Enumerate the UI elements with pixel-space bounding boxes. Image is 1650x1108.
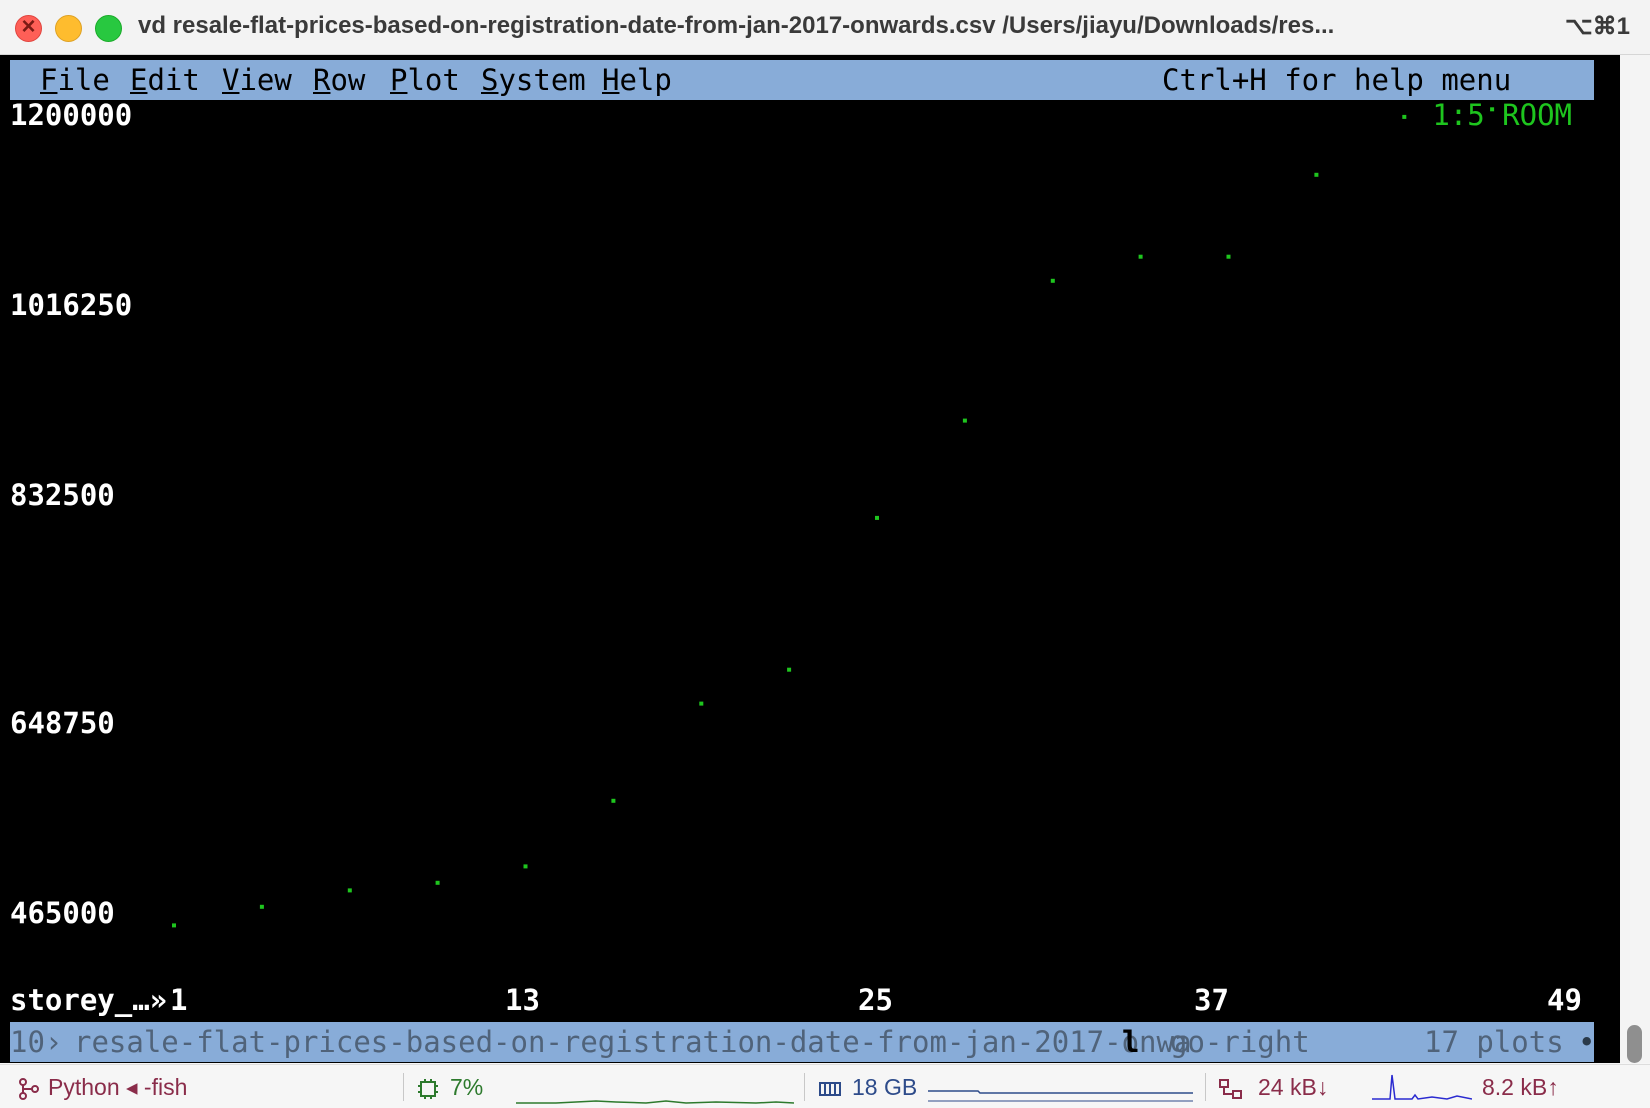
divider — [1205, 1073, 1206, 1101]
menu-row[interactable]: Row — [313, 63, 366, 97]
y-tick-label: 1200000 — [10, 98, 133, 132]
branch-icon — [18, 1065, 40, 1108]
last-keystroke: l — [1122, 1025, 1140, 1059]
y-tick-label: 648750 — [10, 706, 115, 740]
scatter-point — [172, 923, 176, 928]
title-bar[interactable]: vd resale-flat-prices-based-on-registrat… — [0, 0, 1650, 55]
cpu-sparkline — [516, 1075, 795, 1108]
network-icon — [1218, 1065, 1244, 1108]
close-window-button[interactable] — [15, 13, 42, 42]
memory-usage: 18 GB — [852, 1074, 918, 1100]
plot-legend[interactable]: 1:5 ROOM — [1432, 98, 1572, 132]
sheet-name: resale-flat-prices-based-on-registration… — [74, 1025, 1192, 1059]
scatter-point — [347, 888, 352, 893]
y-tick-label: 465000 — [10, 896, 115, 930]
scatter-point — [523, 864, 528, 869]
x-tick-label: 25 — [858, 983, 893, 1017]
menu-edit[interactable]: Edit — [130, 63, 200, 97]
divider — [403, 1073, 404, 1101]
menu-bar: File Edit View Row Plot System Help Ctrl… — [10, 60, 1594, 100]
scatter-point — [611, 798, 616, 803]
x-axis-label: storey_…» — [10, 983, 168, 1017]
cpu-usage: 7% — [450, 1074, 484, 1100]
network-download: 24 kB↓ — [1258, 1074, 1329, 1100]
x-tick-label: 1 — [170, 983, 188, 1017]
scatter-point — [699, 701, 704, 706]
status-indicator: • — [1578, 1025, 1594, 1059]
scatter-plot — [172, 107, 1495, 928]
memory-icon — [818, 1065, 842, 1108]
scatter-point — [962, 418, 967, 423]
scatter-point — [1138, 254, 1143, 259]
menu-view[interactable]: View — [222, 63, 292, 97]
terminal-pane[interactable]: File Edit View Row Plot System Help Ctrl… — [0, 55, 1620, 1063]
x-tick-label: 13 — [505, 983, 540, 1017]
bottom-status-bar: Python ◂ -fish 7% 18 GB — [0, 1064, 1650, 1108]
scatter-point — [1402, 114, 1407, 119]
window-shortcut: ⌥⌘1 — [1564, 13, 1630, 40]
network-sparkline — [1372, 1071, 1473, 1108]
menu-system[interactable]: System — [481, 63, 586, 97]
sheet-number: 10› — [10, 1025, 63, 1059]
scatter-point — [435, 880, 440, 885]
window-title: vd resale-flat-prices-based-on-registrat… — [138, 12, 1335, 39]
session-name[interactable]: Python ◂ -fish — [48, 1074, 188, 1100]
x-tick-label: 37 — [1194, 983, 1229, 1017]
scatter-point — [787, 667, 792, 672]
minimize-window-button[interactable] — [55, 15, 82, 42]
scrollbar-track[interactable] — [1620, 55, 1650, 1063]
memory-sparkline — [928, 1075, 1193, 1108]
scatter-point — [1050, 278, 1055, 283]
cpu-icon — [416, 1065, 440, 1108]
plot-count: 17 plots — [1424, 1025, 1564, 1059]
maximize-window-button[interactable] — [95, 15, 122, 42]
menu-help[interactable]: Help — [602, 63, 672, 97]
scatter-point — [875, 515, 879, 520]
scatter-point — [259, 904, 264, 909]
help-hint: Ctrl+H for help menu — [1162, 63, 1512, 97]
menu-file[interactable]: File — [40, 63, 110, 97]
scatter-point — [1226, 254, 1231, 259]
scatter-point — [1314, 172, 1319, 177]
y-tick-label: 832500 — [10, 478, 115, 512]
scatter-point — [1490, 107, 1495, 112]
menu-plot[interactable]: Plot — [390, 63, 460, 97]
status-bar: 10› resale-flat-prices-based-on-registra… — [10, 1022, 1594, 1062]
network-upload: 8.2 kB↑ — [1482, 1074, 1559, 1100]
y-tick-label: 1016250 — [10, 288, 133, 322]
last-command: go-right — [1170, 1025, 1310, 1059]
scrollbar-thumb[interactable] — [1627, 1025, 1642, 1063]
divider — [804, 1073, 805, 1101]
x-tick-label: 49 — [1547, 983, 1582, 1017]
